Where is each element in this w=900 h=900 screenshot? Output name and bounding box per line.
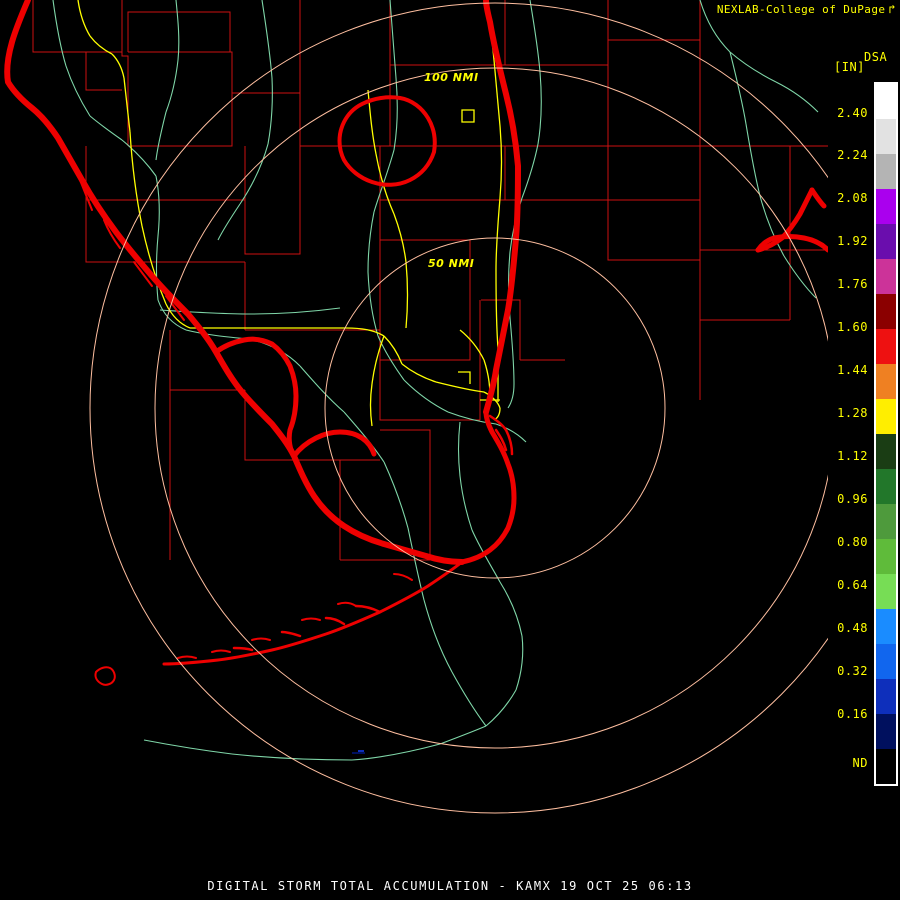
colorbar-tick-label: 0.16 xyxy=(837,707,868,721)
range-ring-label-100nmi: 100 NMI xyxy=(424,71,479,84)
radar-echo-pixel xyxy=(352,752,365,754)
colorbar-tick-label: 0.96 xyxy=(837,492,868,506)
range-ring-label-50nmi: 50 NMI xyxy=(428,257,475,270)
colorbar-swatch xyxy=(876,189,896,224)
colorbar-swatch xyxy=(876,329,896,364)
map-background xyxy=(0,0,828,872)
nexlab-logo-icon: ↱ xyxy=(888,2,896,16)
attribution-text: NEXLAB-College of DuPage xyxy=(716,3,886,16)
colorbar-swatch xyxy=(876,399,896,434)
colorbar-tick-label: ND xyxy=(852,756,868,770)
range-ring-outer xyxy=(89,2,828,814)
status-bar: DIGITAL STORM TOTAL ACCUMULATION - KAMX … xyxy=(0,872,900,900)
colorbar-swatch xyxy=(876,714,896,749)
colorbar-legend: [IN] DSA 2.40 2.24 2.08 1.92 1.76 1.60 1.44 1.2… xyxy=(828,0,900,872)
colorbar-tick-label: 0.80 xyxy=(837,535,868,549)
colorbar-swatch xyxy=(876,154,896,189)
colorbar-swatch xyxy=(876,469,896,504)
colorbar-swatch xyxy=(876,574,896,609)
colorbar-tick-label: 0.48 xyxy=(837,621,868,635)
colorbar-swatch xyxy=(876,84,896,119)
colorbar-tick-label: 1.44 xyxy=(837,363,868,377)
legend-product-code-label: DSA xyxy=(864,50,888,64)
colorbar-swatch xyxy=(876,644,896,679)
colorbar-tick-label: 1.60 xyxy=(837,320,868,334)
product-title-label: DIGITAL STORM TOTAL ACCUMULATION - KAMX … xyxy=(207,879,693,893)
radar-map-viewport[interactable]: 100 NMI 50 NMI xyxy=(0,0,828,872)
colorbar-swatch xyxy=(876,119,896,154)
radar-echo-layer xyxy=(352,750,365,754)
colorbar-swatch xyxy=(876,679,896,714)
colorbar-swatch xyxy=(876,224,896,259)
colorbar-tick-label: 2.08 xyxy=(837,191,868,205)
colorbar-tick-label: 0.32 xyxy=(837,664,868,678)
colorbar-swatch xyxy=(876,504,896,539)
colorbar-tick-label: 2.24 xyxy=(837,148,868,162)
range-ring-50nmi xyxy=(324,237,666,579)
colorbar-tick-label: 1.12 xyxy=(837,449,868,463)
colorbar-tick-label: 0.64 xyxy=(837,578,868,592)
colorbar-tick-labels: 2.40 2.24 2.08 1.92 1.76 1.60 1.44 1.28 1.12 0.96… xyxy=(828,82,872,786)
range-ring-100nmi xyxy=(154,67,828,749)
colorbar-tick-label: 1.28 xyxy=(837,406,868,420)
colorbar-tick-label: 1.76 xyxy=(837,277,868,291)
coastline-layer xyxy=(4,0,828,686)
colorbar-swatch xyxy=(876,259,896,294)
county-boundaries-layer xyxy=(32,0,828,561)
range-rings-layer xyxy=(89,2,828,814)
colorbar-swatch xyxy=(876,609,896,644)
colorbar-tick-label: 2.40 xyxy=(837,106,868,120)
radar-echo-pixel xyxy=(358,750,364,752)
colorbar-swatch xyxy=(876,539,896,574)
attribution-banner: NEXLAB-College of DuPage ↱ xyxy=(717,3,896,16)
colorbar-swatch xyxy=(876,294,896,329)
radar-map-canvas[interactable] xyxy=(0,0,828,872)
colorbar-tick-label: 1.92 xyxy=(837,234,868,248)
colorbar-swatch xyxy=(876,364,896,399)
road-network-layer xyxy=(52,0,819,761)
legend-units-label: [IN] xyxy=(834,60,865,74)
colorbar-swatch xyxy=(876,749,896,784)
colorbar-gradient-strip[interactable] xyxy=(874,82,898,786)
colorbar-swatch xyxy=(876,434,896,469)
